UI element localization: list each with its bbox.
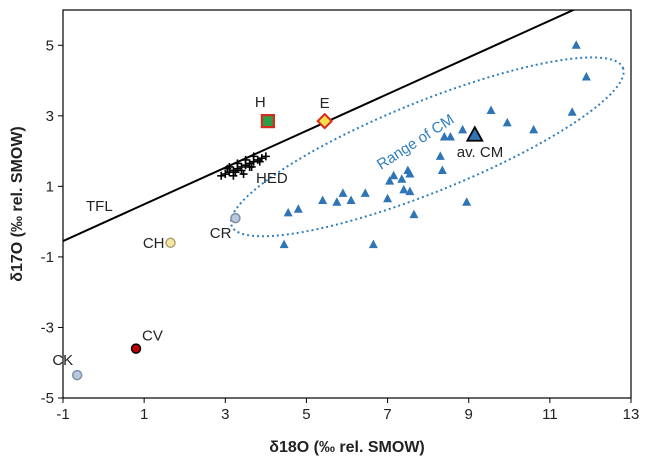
hed-point — [249, 152, 258, 161]
cm-point — [397, 174, 407, 183]
y-tick-label: 5 — [46, 37, 54, 54]
x-tick-label: -1 — [56, 406, 69, 423]
hed-point — [241, 155, 250, 164]
cm-point — [571, 40, 581, 49]
cm-point — [405, 169, 415, 178]
y-tick-label: 1 — [46, 178, 54, 195]
hed-point — [223, 164, 232, 173]
cm-range-ellipse — [229, 56, 625, 238]
y-tick-label: -1 — [41, 249, 54, 266]
y-tick-label: 3 — [46, 108, 54, 125]
cm-point — [409, 209, 419, 219]
group-marker-h — [260, 114, 275, 129]
y-axis-label: δ17O (‰ rel. SMOW) — [9, 126, 26, 282]
cm-point — [399, 184, 409, 194]
group-marker-ch — [165, 237, 176, 249]
x-tick-label: 1 — [140, 406, 148, 423]
x-tick-label: 9 — [465, 406, 473, 423]
cm-point — [486, 105, 496, 115]
group-label-cv: CV — [142, 328, 163, 345]
cm-point — [360, 188, 370, 197]
cm-point — [283, 207, 293, 217]
x-tick-label: 11 — [542, 406, 558, 423]
cm-point — [581, 72, 591, 81]
group-marker-cr — [230, 212, 241, 224]
group-label-e: E — [320, 95, 330, 112]
tfl-label: TFL — [86, 198, 113, 215]
x-tick-label: 5 — [302, 406, 310, 423]
hed-point — [239, 170, 248, 179]
group-label-h: H — [255, 94, 266, 111]
cm-point — [385, 176, 395, 185]
group-marker-av-cm — [465, 125, 484, 142]
cm-point — [293, 204, 303, 213]
group-label-cr: CR — [210, 225, 232, 242]
hed-point — [231, 168, 240, 177]
group-marker-cv — [130, 343, 142, 354]
group-label-av-cm: av. CM — [457, 144, 503, 161]
hed-point — [261, 152, 270, 161]
cm-point — [439, 131, 449, 141]
hed-point — [217, 171, 226, 180]
cm-point — [405, 186, 415, 196]
cm-point — [383, 193, 393, 203]
x-axis-label: δ18O (‰ rel. SMOW) — [269, 439, 425, 456]
group-marker-e — [316, 112, 334, 130]
cm-point — [437, 165, 447, 174]
y-tick-label: -3 — [41, 319, 54, 336]
hed-point — [233, 159, 242, 168]
cm-point — [502, 117, 512, 127]
x-tick-label: 7 — [383, 406, 391, 423]
cm-point — [567, 107, 577, 116]
cm-point — [529, 124, 539, 134]
x-tick-label: 3 — [221, 406, 229, 423]
plot-layer — [63, 10, 625, 381]
group-marker-ck — [71, 369, 83, 381]
y-tick-label: -5 — [41, 390, 54, 407]
cm-point — [445, 131, 455, 141]
cm-point — [435, 151, 445, 160]
cm-point — [332, 197, 342, 206]
group-label-ch: CH — [143, 235, 165, 252]
group-label-ck: CK — [52, 352, 73, 369]
tfl-line — [63, 10, 576, 242]
plot-area — [62, 9, 632, 399]
cm-point — [458, 124, 468, 134]
cm-point — [368, 239, 378, 249]
cm-point — [338, 188, 348, 197]
cm-point — [462, 197, 472, 206]
hed-point — [247, 162, 256, 171]
hed-point — [255, 157, 264, 166]
cm-point — [279, 239, 289, 249]
hed-label: HED — [256, 170, 288, 187]
x-tick-label: 13 — [623, 406, 640, 423]
hed-point — [221, 170, 230, 179]
cm-point — [389, 170, 399, 180]
cm-point — [346, 195, 356, 204]
cm-point — [318, 195, 328, 204]
